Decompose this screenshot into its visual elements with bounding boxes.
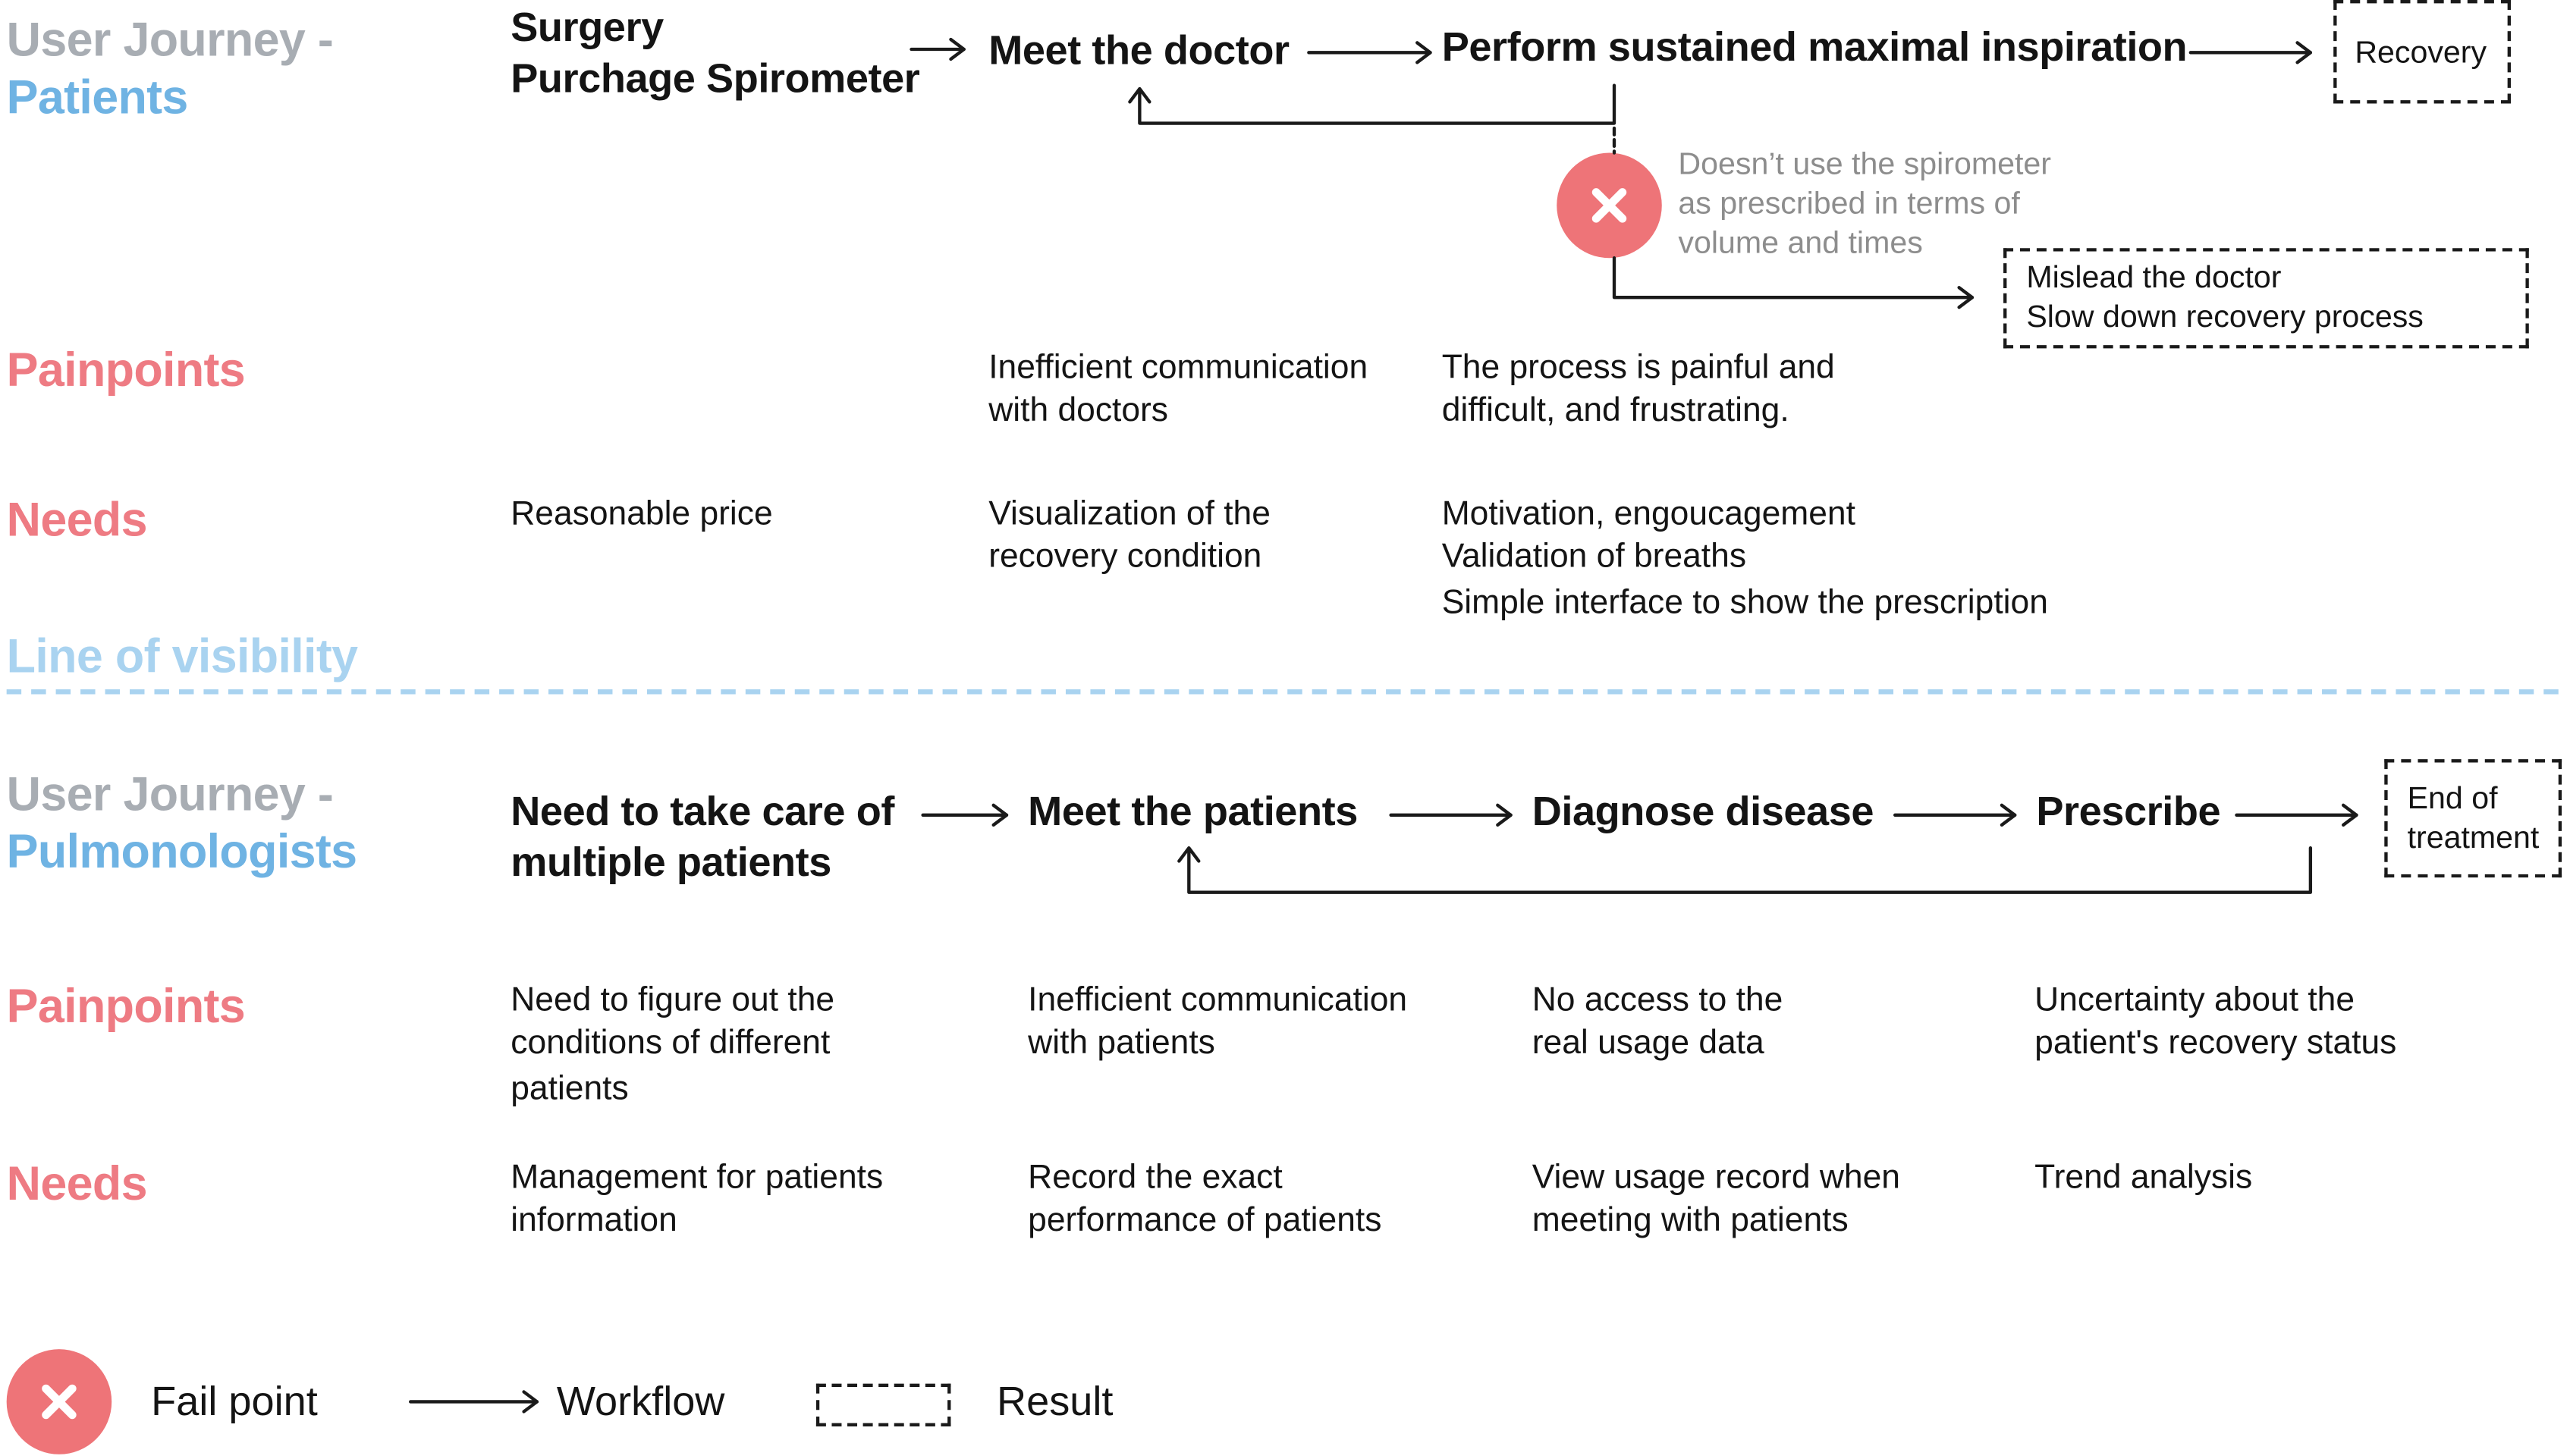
line-of-visibility-label: Line of visibility — [6, 631, 358, 684]
fail-note-line-3: volume and times — [1678, 227, 1923, 262]
doctor-need-meet-1: Record the exact — [1028, 1158, 1283, 1197]
patients-journey-label-prefix: User Journey - — [6, 14, 334, 67]
doctor-painpoint-meet-2: with patients — [1028, 1024, 1215, 1062]
doctor-need-diagnose-1: View usage record when — [1532, 1158, 1900, 1197]
patients-needs-label: Needs — [6, 494, 148, 548]
close-x-icon — [42, 1384, 77, 1420]
doctor-painpoint-prescribe-1: Uncertainty about the — [2034, 981, 2355, 1019]
pulmonologists-painpoints-label: Painpoints — [6, 981, 246, 1034]
patient-step-surgery: Surgery — [511, 5, 664, 52]
dashed-box-icon — [815, 1383, 951, 1426]
patient-step-purchase: Purchage Spirometer — [511, 55, 920, 102]
pulmonologists-needs-label: Needs — [6, 1158, 148, 1212]
arrow-right-icon — [1893, 803, 2017, 827]
patient-result-recovery: Recovery — [2355, 36, 2487, 71]
doctor-need-meet-2: performance of patients — [1028, 1201, 1382, 1239]
fail-result-connector — [1612, 256, 1975, 309]
patient-need-motivation: Motivation, engoucagement — [1441, 494, 1855, 533]
loop-back-connector — [1128, 83, 1616, 125]
doctor-step-care-1: Need to take care of — [511, 789, 894, 835]
patient-step-inspiration: Perform sustained maximal inspiration — [1441, 24, 2188, 71]
fail-note-line-1: Doesn’t use the spirometer — [1678, 148, 2051, 183]
patient-painpoint-meet-2: with doctors — [988, 391, 1169, 429]
fail-note-line-2: as prescribed in terms of — [1678, 187, 2020, 222]
pulmonologists-journey-label: Pulmonologists — [6, 827, 357, 880]
doctor-step-care-2: multiple patients — [511, 839, 831, 886]
legend-fail-point-icon — [6, 1349, 112, 1454]
doctor-result-box: End of treatment — [2384, 759, 2562, 878]
doctor-painpoint-care-2: conditions of different — [511, 1024, 831, 1062]
patient-step-meet-doctor: Meet the doctor — [988, 27, 1290, 74]
legend-workflow-label: Workflow — [556, 1379, 725, 1425]
arrow-right-icon — [910, 37, 966, 61]
doctor-painpoint-care-3: patients — [511, 1069, 629, 1108]
legend-fail-point-label: Fail point — [151, 1379, 318, 1425]
doctor-result-line-1: End of — [2407, 782, 2498, 817]
doctor-need-diagnose-2: meeting with patients — [1532, 1201, 1849, 1239]
doctor-need-prescribe: Trend analysis — [2034, 1158, 2253, 1197]
patient-fail-point — [1557, 152, 1662, 259]
doctor-painpoint-diagnose-2: real usage data — [1532, 1024, 1764, 1062]
close-x-icon — [1591, 188, 1627, 223]
legend-workflow-arrow — [409, 1390, 539, 1414]
fail-result-line-2: Slow down recovery process — [2026, 300, 2424, 336]
doctor-need-care-2: information — [511, 1201, 677, 1239]
pulmonologists-journey-label-prefix: User Journey - — [6, 769, 334, 822]
patient-result-box: Recovery — [2333, 0, 2511, 104]
doctor-painpoint-prescribe-2: patient's recovery status — [2034, 1024, 2397, 1062]
arrow-right-icon — [921, 803, 1009, 827]
patient-painpoint-process-1: The process is painful and — [1441, 348, 1835, 387]
arrow-right-icon — [1307, 41, 1432, 64]
doctor-painpoint-care-1: Need to figure out the — [511, 981, 835, 1019]
doctor-step-diagnose: Diagnose disease — [1532, 789, 1874, 835]
doctor-result-line-2: treatment — [2407, 821, 2540, 857]
patients-journey-label: Patients — [6, 72, 189, 125]
patients-painpoints-label: Painpoints — [6, 345, 246, 398]
doctor-step-prescribe: Prescribe — [2036, 789, 2221, 835]
fail-result-line-1: Mislead the doctor — [2026, 261, 2282, 297]
patient-need-visual-1: Visualization of the — [988, 494, 1271, 533]
doctor-painpoint-diagnose-1: No access to the — [1532, 981, 1783, 1019]
arrow-right-icon — [2188, 41, 2313, 64]
fail-result-box: Mislead the doctor Slow down recovery pr… — [2003, 248, 2529, 349]
patient-need-interface: Simple interface to show the prescriptio… — [1441, 583, 2048, 622]
legend-result-label: Result — [997, 1379, 1114, 1425]
doctor-step-meet-patients: Meet the patients — [1028, 789, 1358, 835]
doctor-painpoint-meet-1: Inefficient communication — [1028, 981, 1408, 1019]
patient-need-visual-2: recovery condition — [988, 537, 1262, 576]
loop-back-connector — [1177, 846, 2313, 894]
patient-need-validation: Validation of breaths — [1441, 537, 1747, 576]
doctor-need-care-1: Management for patients — [511, 1158, 884, 1197]
patient-painpoint-process-2: difficult, and frustrating. — [1441, 391, 1789, 429]
patient-painpoint-meet-1: Inefficient communication — [988, 348, 1368, 387]
arrow-right-icon — [2235, 803, 2358, 827]
patient-need-price: Reasonable price — [511, 494, 773, 533]
arrow-right-icon — [1389, 803, 1513, 827]
